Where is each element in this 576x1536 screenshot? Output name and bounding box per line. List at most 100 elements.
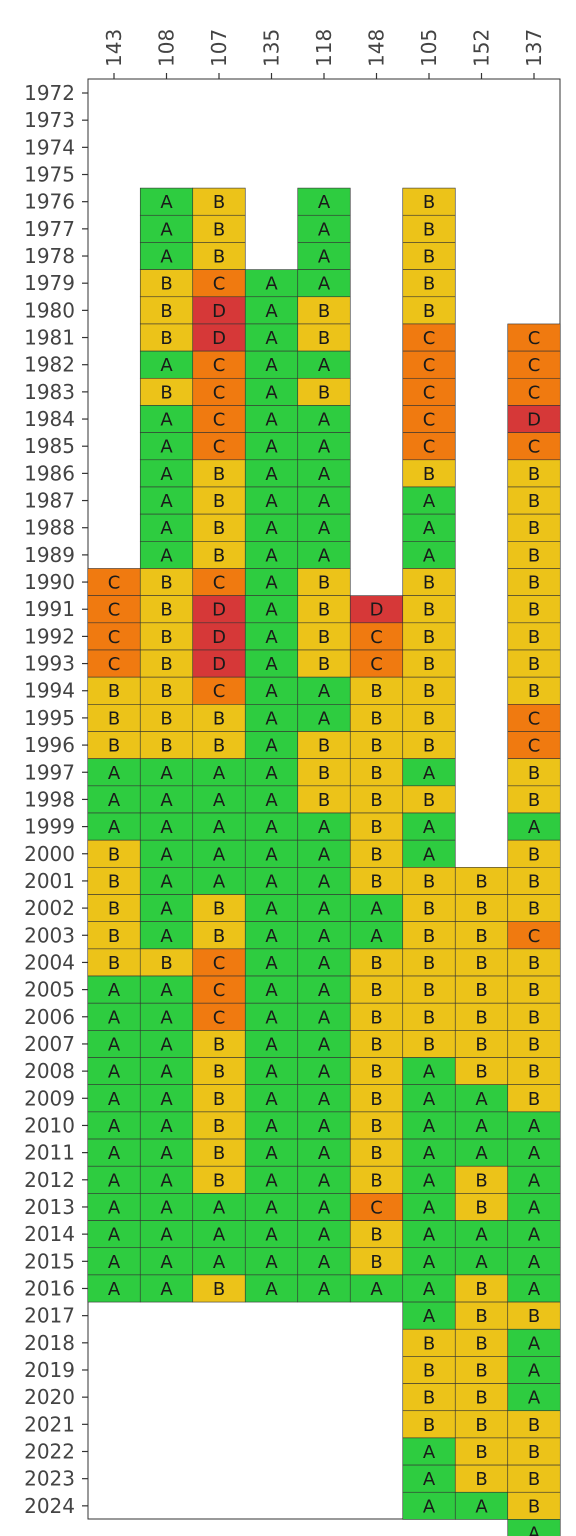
cell-105-1991 (402, 595, 456, 624)
cell-105-2003 (402, 921, 456, 950)
cell-label-135-2001: A (265, 871, 278, 892)
cell-137-1987 (507, 486, 561, 515)
cell-label-137-1989: B (528, 545, 540, 566)
cell-label-105-2023: A (423, 1469, 436, 1490)
cell-label-107-2001: A (213, 871, 226, 892)
cell-label-108-1999: A (160, 817, 173, 838)
cell-label-105-2001: B (423, 871, 435, 892)
cell-105-1997 (402, 758, 456, 787)
cell-137-1990 (507, 568, 561, 596)
cell-137-2025 (507, 1519, 561, 1536)
cell-label-105-2021: B (423, 1415, 435, 1436)
cell-label-105-1988: A (423, 518, 436, 539)
cell-label-135-1984: A (265, 410, 278, 431)
cell-108-2001 (139, 867, 194, 895)
cell-143-1994 (87, 676, 141, 705)
cell-label-135-2008: A (265, 1062, 278, 1083)
cell-118-2007 (297, 1030, 351, 1058)
cell-label-105-1980: B (423, 301, 435, 322)
cell-label-135-2013: A (265, 1197, 278, 1218)
cell-label-108-2008: A (160, 1062, 173, 1083)
cell-137-2005 (507, 975, 561, 1004)
cell-135-2006 (244, 1002, 299, 1031)
cell-137-1994 (507, 676, 561, 705)
cell-label-107-1983: C (213, 382, 226, 403)
cell-label-137-1983: C (528, 382, 541, 403)
cell-label-135-1979: A (265, 274, 278, 295)
cell-label-118-1980: B (318, 301, 330, 322)
cell-label-105-1984: C (423, 410, 436, 431)
cell-label-143-2013: A (108, 1197, 121, 1218)
cell-label-152-2021: B (475, 1415, 487, 1436)
cell-label-108-2001: A (160, 871, 173, 892)
cell-label-118-1991: B (318, 600, 330, 621)
cell-118-1990 (297, 568, 351, 596)
cell-118-1983 (297, 377, 351, 406)
cell-148-1994 (349, 676, 404, 705)
cell-label-135-1999: A (265, 817, 278, 838)
cell-label-105-2019: B (423, 1360, 435, 1381)
cell-label-148-2014: B (370, 1225, 382, 1246)
cell-label-143-1996: B (108, 736, 120, 757)
cell-105-2018 (402, 1328, 456, 1357)
cell-107-2005 (192, 975, 246, 1004)
y-tick-label-2003: 2003 (24, 923, 75, 947)
cell-107-2012 (192, 1165, 246, 1194)
y-tick-label-1980: 1980 (24, 298, 75, 322)
cell-148-2014 (349, 1220, 404, 1249)
cell-label-137-2018: A (528, 1333, 541, 1354)
cell-148-2000 (349, 839, 404, 868)
cell-135-1998 (244, 785, 299, 814)
cell-label-107-2010: B (213, 1116, 225, 1137)
cell-118-2014 (297, 1220, 351, 1249)
cell-105-1982 (402, 350, 456, 379)
cell-148-1999 (349, 812, 404, 841)
cell-label-118-1989: A (318, 545, 331, 566)
y-tick-label-2023: 2023 (24, 1467, 75, 1491)
cell-108-2010 (139, 1111, 194, 1140)
cell-label-148-1994: B (370, 681, 382, 702)
cell-105-1987 (402, 486, 456, 515)
cell-label-143-2009: A (108, 1089, 121, 1110)
cell-label-135-2015: A (265, 1252, 278, 1273)
cell-107-1987 (192, 486, 246, 515)
cell-label-152-2018: B (475, 1333, 487, 1354)
cell-137-2024 (507, 1491, 561, 1520)
cell-label-105-1998: B (423, 790, 435, 811)
cell-148-2016 (349, 1274, 404, 1303)
cell-label-143-2000: B (108, 844, 120, 865)
cell-107-1981 (192, 323, 246, 352)
cell-label-118-1994: A (318, 681, 331, 702)
cell-label-118-2007: A (318, 1034, 331, 1055)
cell-105-2000 (402, 839, 456, 868)
cell-137-1995 (507, 704, 561, 732)
cell-label-108-2002: A (160, 899, 173, 920)
cell-label-107-2004: C (213, 953, 226, 974)
cell-label-118-1982: A (318, 355, 331, 376)
cell-105-2009 (402, 1084, 456, 1113)
cell-label-107-2002: B (213, 899, 225, 920)
cell-label-108-1995: B (160, 708, 172, 729)
y-tick-label-1996: 1996 (24, 733, 75, 757)
cell-137-2014 (507, 1220, 561, 1249)
cell-label-152-2007: B (475, 1034, 487, 1055)
cell-108-1977 (139, 214, 194, 243)
y-tick-label-2011: 2011 (24, 1141, 75, 1165)
y-tick-label-2019: 2019 (24, 1358, 75, 1382)
cell-137-2022 (507, 1437, 561, 1466)
cell-135-1984 (244, 405, 299, 433)
cell-137-1999 (507, 812, 561, 841)
cell-label-108-2009: A (160, 1089, 173, 1110)
cell-label-108-1983: B (160, 382, 172, 403)
cell-label-152-2017: B (475, 1306, 487, 1327)
cell-label-107-2006: C (213, 1007, 226, 1028)
cell-135-1999 (244, 812, 299, 841)
cell-105-2015 (402, 1247, 456, 1276)
cell-108-2011 (139, 1138, 194, 1167)
cell-137-2000 (507, 839, 561, 868)
cell-label-108-1990: B (160, 573, 172, 594)
cell-108-1978 (139, 242, 194, 270)
cell-label-118-2011: A (318, 1143, 331, 1164)
cell-label-105-1982: C (423, 355, 436, 376)
